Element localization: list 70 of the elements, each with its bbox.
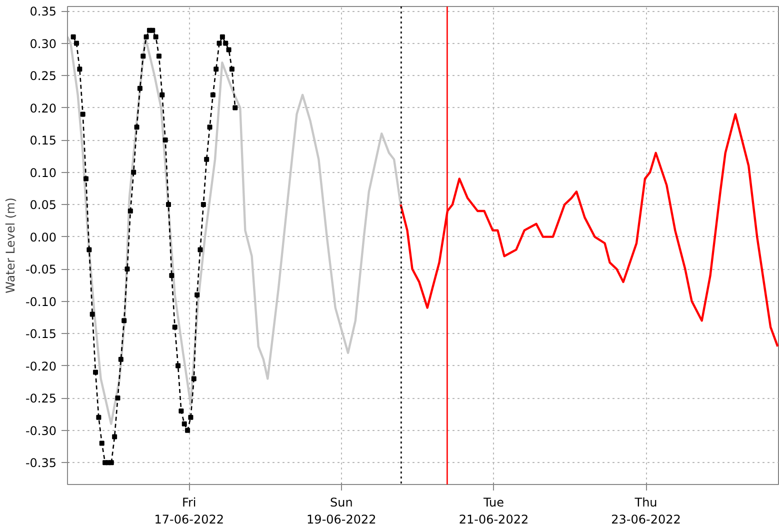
point <box>166 202 172 208</box>
y-tick-label: 0.35 <box>30 4 56 19</box>
y-tick-label: -0.05 <box>25 262 57 277</box>
y-tick-label: 0.30 <box>30 36 56 51</box>
point <box>90 312 95 317</box>
y-tick-label: 0.10 <box>30 166 56 180</box>
y-tick-label: 0.20 <box>30 101 56 116</box>
point <box>131 170 136 175</box>
point <box>118 356 124 362</box>
y-tick-label: -0.15 <box>25 327 57 342</box>
point <box>122 318 127 324</box>
line-series <box>68 36 402 425</box>
point <box>74 40 79 46</box>
y-tick-label: -0.35 <box>25 456 57 470</box>
point <box>188 414 194 420</box>
point <box>156 54 162 59</box>
point <box>223 40 228 46</box>
point <box>162 138 168 143</box>
point <box>200 202 206 208</box>
point <box>124 266 130 272</box>
point <box>178 408 184 414</box>
point <box>220 34 225 40</box>
point <box>185 428 190 433</box>
point <box>204 156 210 162</box>
x-tick-label: Tue 21-06-2022 <box>458 496 529 526</box>
point <box>191 376 196 382</box>
y-tick-label: -0.20 <box>25 359 57 374</box>
point <box>77 66 82 72</box>
point <box>93 370 98 375</box>
y-tick-label: 0.25 <box>30 69 56 84</box>
point <box>137 86 142 91</box>
point <box>140 54 146 59</box>
point <box>84 176 89 182</box>
point <box>108 460 114 466</box>
point <box>160 92 165 98</box>
point <box>229 66 234 72</box>
point <box>70 34 76 40</box>
point <box>96 414 102 420</box>
y-tick-label: -0.10 <box>25 294 57 309</box>
point <box>128 208 133 214</box>
y-tick-label: 0.05 <box>30 198 56 212</box>
y-tick-label: -0.25 <box>25 392 57 406</box>
point <box>176 363 181 368</box>
y-tick-label: -0.30 <box>25 424 57 438</box>
point <box>232 105 238 110</box>
point <box>150 28 156 33</box>
x-tick-label: Fri 17-06-2022 <box>154 496 224 526</box>
point <box>207 124 212 130</box>
point <box>115 396 120 401</box>
point <box>86 247 92 252</box>
y-axis-title: Water Level (m) <box>3 198 18 294</box>
point <box>216 40 222 46</box>
point <box>214 66 219 72</box>
point <box>144 34 149 40</box>
point <box>153 34 158 40</box>
x-tick-label: Sun 19-06-2022 <box>306 496 376 526</box>
point <box>210 92 216 98</box>
point <box>172 324 178 330</box>
point <box>182 421 187 426</box>
point <box>134 124 140 130</box>
x-tick-label: Thu 23-06-2022 <box>611 496 681 526</box>
y-tick-label: 0.15 <box>30 134 56 148</box>
point <box>169 272 174 278</box>
point <box>112 434 118 440</box>
point <box>99 440 104 446</box>
point <box>80 112 86 117</box>
point <box>226 47 232 52</box>
y-tick-label: 0.00 <box>30 230 56 244</box>
point <box>198 247 203 252</box>
point <box>194 292 200 298</box>
